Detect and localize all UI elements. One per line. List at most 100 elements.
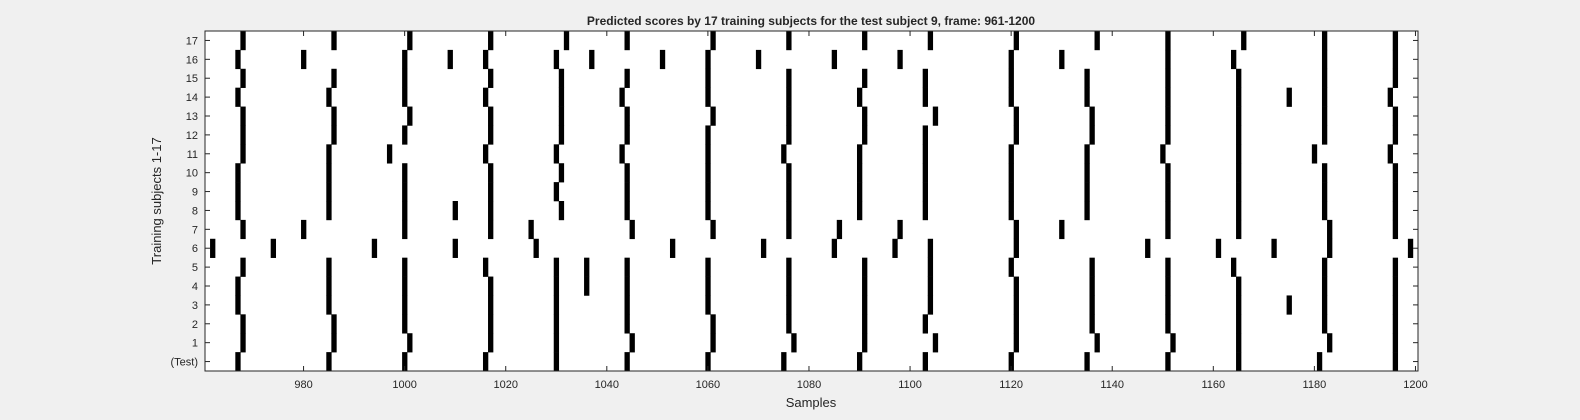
peak-mark	[240, 125, 246, 145]
peak-mark	[1236, 68, 1242, 88]
peak-mark	[624, 163, 630, 183]
peak-mark	[786, 87, 792, 107]
peak-mark	[1236, 314, 1242, 334]
peak-mark	[624, 201, 630, 221]
peak-mark	[1231, 49, 1237, 70]
peak-mark	[270, 238, 277, 258]
peak-mark	[1165, 352, 1171, 372]
peak-mark	[402, 276, 408, 296]
peak-mark	[1089, 276, 1095, 296]
peak-mark	[856, 201, 863, 221]
peak-mark	[1059, 49, 1065, 70]
peak-mark	[402, 257, 408, 277]
peak-mark	[1311, 144, 1318, 164]
y-tick-label: 10	[186, 168, 198, 180]
peak-mark	[922, 352, 928, 372]
peak-mark	[1321, 87, 1328, 107]
peak-mark	[402, 314, 408, 334]
peak-mark	[482, 257, 489, 277]
peak-mark	[862, 257, 868, 277]
y-tick-label: 15	[186, 73, 198, 85]
peak-mark	[791, 333, 797, 353]
peak-mark	[331, 333, 337, 353]
peak-mark	[558, 201, 565, 221]
peak-mark	[240, 257, 246, 277]
peak-mark	[488, 201, 494, 221]
peak-mark	[755, 49, 762, 70]
peak-mark	[331, 125, 337, 145]
peak-mark	[927, 257, 934, 277]
peak-mark	[786, 68, 792, 88]
chart-title: Predicted scores by 17 training subjects…	[587, 14, 1035, 28]
plot-frame	[204, 30, 1419, 372]
peak-mark	[786, 276, 792, 296]
peak-mark	[1008, 144, 1014, 164]
peak-mark	[1392, 31, 1399, 51]
peak-mark	[856, 87, 863, 107]
peak-mark	[1392, 49, 1399, 70]
peak-mark	[1084, 144, 1090, 164]
peak-mark	[1145, 238, 1151, 258]
x-axis-ticks: 980 1000 1020 1040 1060 1080 1100 1120 1140 1160 1…	[294, 31, 1428, 391]
peak-mark	[831, 238, 838, 258]
peak-mark	[786, 257, 792, 277]
y-tick-label: 2	[192, 319, 198, 331]
peak-mark	[1094, 333, 1100, 353]
peak-mark	[1286, 295, 1292, 315]
peak-mark	[553, 314, 560, 334]
peak-mark	[922, 314, 928, 334]
peak-mark	[402, 125, 408, 145]
peak-mark	[326, 352, 332, 372]
peak-mark	[402, 295, 408, 315]
peak-mark	[1392, 219, 1399, 240]
peak-mark	[705, 163, 711, 183]
peak-mark	[1327, 238, 1333, 258]
peak-mark	[488, 182, 494, 202]
peak-mark	[240, 68, 246, 88]
y-axis-label: Training subjects 1-17	[149, 137, 164, 264]
peak-mark	[1008, 352, 1014, 372]
peak-mark	[1013, 295, 1019, 315]
peak-mark	[528, 219, 534, 240]
peak-mark	[892, 238, 898, 258]
peak-mark	[705, 257, 711, 277]
peak-mark	[922, 163, 928, 183]
peak-mark	[1089, 314, 1095, 334]
peak-mark	[488, 125, 494, 145]
peak-mark	[1165, 314, 1171, 334]
peak-mark	[235, 182, 241, 202]
peak-mark	[1084, 352, 1090, 372]
peak-mark	[659, 49, 666, 70]
y-tick-label: 3	[192, 300, 198, 312]
peak-mark	[326, 144, 332, 164]
peak-mark	[1160, 144, 1166, 164]
peak-mark	[1013, 276, 1019, 296]
peak-mark	[533, 238, 539, 258]
peak-mark	[786, 125, 792, 145]
peak-mark	[240, 144, 246, 164]
peak-mark	[488, 106, 494, 126]
peak-mark	[235, 276, 241, 296]
peak-mark	[624, 314, 630, 334]
peak-mark	[402, 68, 408, 88]
y-tick-label: 7	[192, 224, 198, 236]
peak-mark	[1170, 333, 1176, 353]
x-tick-label: 980	[294, 379, 312, 391]
peak-mark	[1392, 106, 1399, 126]
peak-mark	[786, 182, 792, 202]
peak-mark	[1089, 125, 1095, 145]
peak-mark	[402, 49, 408, 70]
peak-mark	[1165, 68, 1171, 88]
peak-mark	[705, 276, 711, 296]
peak-mark	[1165, 257, 1171, 277]
peak-mark	[624, 295, 630, 315]
peak-mark	[1236, 352, 1242, 372]
x-tick-label: 1140	[1100, 379, 1124, 391]
peak-mark	[210, 238, 216, 258]
peak-mark	[897, 219, 903, 240]
peak-mark	[1013, 314, 1019, 334]
peak-mark	[452, 238, 458, 258]
peak-mark	[1089, 257, 1095, 277]
